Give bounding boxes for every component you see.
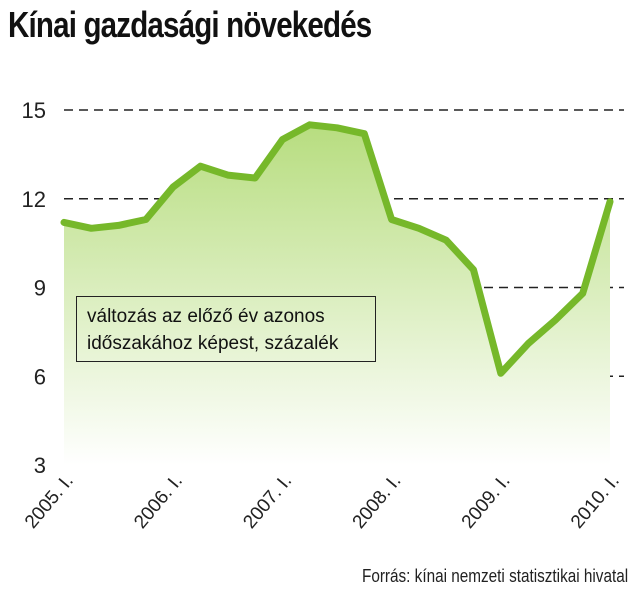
- note-line-1: változás az előző év azonos: [87, 306, 325, 327]
- data-point-2009-Q4: [579, 290, 586, 297]
- chart-title: Kínai gazdasági növekedés: [8, 4, 372, 45]
- data-points: [61, 121, 613, 377]
- chart-note: változás az előző év azonos időszakához …: [76, 296, 376, 362]
- x-axis: 2005. I. 2006. I. 2007. I. 2008. I. 2009. I.…: [21, 471, 624, 533]
- data-point-2005-Q2: [88, 225, 95, 232]
- data-point-2009-Q2: [525, 340, 532, 347]
- y-tick-label: 3: [34, 453, 46, 478]
- note-line-2: időszakához képest, százalék: [87, 333, 339, 354]
- x-tick-label: 2005. I.: [21, 471, 78, 533]
- data-point-2005-Q3: [115, 222, 122, 229]
- y-tick-label: 15: [22, 98, 46, 123]
- data-point-2007-Q1: [279, 136, 286, 143]
- y-tick-label: 6: [34, 364, 46, 389]
- data-point-2009-Q3: [552, 317, 559, 324]
- data-point-2006-Q3: [224, 172, 231, 179]
- y-tick-label: 12: [22, 187, 46, 212]
- data-point-2005-Q4: [142, 216, 149, 223]
- x-tick-label: 2010. I.: [567, 471, 624, 533]
- x-tick-label: 2007. I.: [239, 471, 296, 533]
- data-point-2006-Q2: [197, 163, 204, 170]
- data-point-2010-Q1: [607, 198, 613, 205]
- y-axis: 3 6 9 12 15: [22, 98, 46, 478]
- x-tick-label: 2008. I.: [349, 471, 406, 533]
- data-point-2005-Q1: [61, 219, 67, 226]
- data-point-2008-Q3: [443, 237, 450, 244]
- data-point-2007-Q2: [306, 121, 313, 128]
- x-tick-label: 2009. I.: [458, 471, 515, 533]
- data-point-2006-Q1: [170, 183, 177, 190]
- y-tick-label: 9: [34, 276, 46, 301]
- x-tick-label: 2006. I.: [130, 471, 187, 533]
- data-point-2007-Q3: [334, 124, 340, 131]
- data-point-2007-Q4: [361, 130, 368, 137]
- data-point-2008-Q2: [415, 225, 422, 232]
- growth-area: [64, 124, 610, 466]
- data-point-2008-Q1: [388, 216, 395, 223]
- data-point-2006-Q4: [252, 175, 259, 182]
- data-point-2008-Q4: [470, 266, 477, 273]
- data-point-2009-Q1: [497, 370, 504, 377]
- source-note: Forrás: kínai nemzeti statisztikai hivat…: [361, 566, 628, 586]
